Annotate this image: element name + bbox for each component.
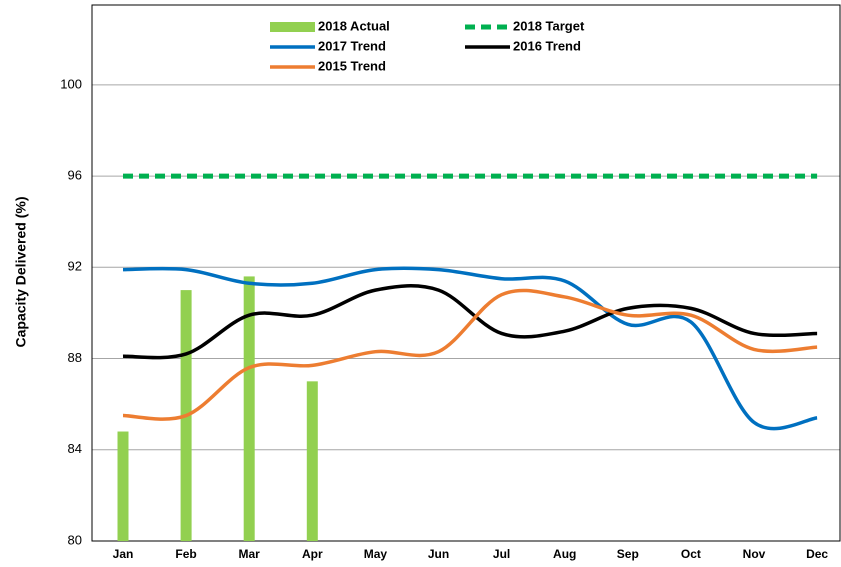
x-tick-label: Jul — [493, 547, 510, 561]
plot-frame — [91, 4, 841, 542]
y-tick-label: 84 — [68, 441, 82, 456]
legend-label: 2018 Target — [513, 18, 585, 33]
x-tick-label: Sep — [617, 547, 639, 561]
y-tick-label: 80 — [68, 532, 82, 547]
bar — [117, 431, 129, 541]
bar — [243, 276, 255, 541]
x-tick-label: Aug — [553, 547, 576, 561]
x-tick-label: Oct — [681, 547, 701, 561]
x-tick-label: Jan — [113, 547, 134, 561]
y-tick-label: 96 — [68, 168, 82, 183]
x-tick-label: May — [364, 547, 388, 561]
x-tick-label: Feb — [175, 547, 196, 561]
legend-label: 2017 Trend — [318, 38, 386, 53]
y-tick-label: 88 — [68, 350, 82, 365]
y-axis-label: Capacity Delivered (%) — [13, 197, 29, 348]
x-tick-label: Apr — [302, 547, 323, 561]
y-tick-label: 92 — [68, 259, 82, 274]
y-tick-label: 100 — [60, 76, 82, 91]
legend-label: 2018 Actual — [318, 18, 390, 33]
legend-swatch — [270, 22, 315, 32]
bar — [306, 381, 318, 541]
line-series — [122, 288, 818, 421]
legend-label: 2016 Trend — [513, 38, 581, 53]
x-tick-label: Nov — [743, 547, 766, 561]
x-tick-label: Jun — [428, 547, 449, 561]
line-series — [122, 284, 818, 360]
x-tick-label: Dec — [806, 547, 828, 561]
line-series — [122, 266, 818, 431]
x-tick-label: Mar — [239, 547, 261, 561]
legend-label: 2015 Trend — [318, 58, 386, 73]
